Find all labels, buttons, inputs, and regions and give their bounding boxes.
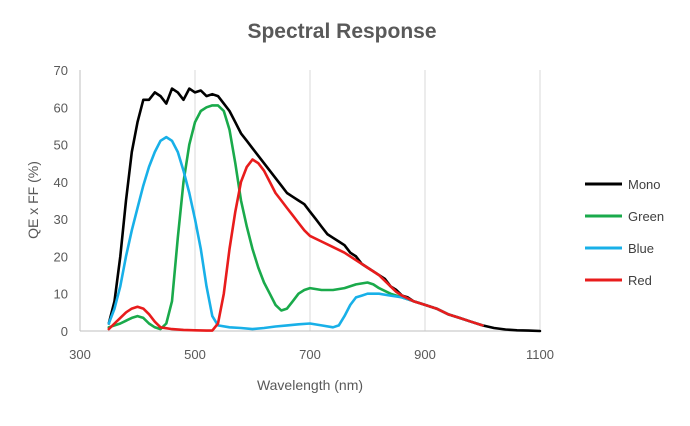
legend-label-green: Green: [628, 209, 664, 224]
x-axis-label: Wavelength (nm): [257, 377, 363, 393]
y-tick-label: 50: [54, 138, 68, 153]
y-axis-label: QE x FF (%): [25, 161, 41, 239]
x-tick-label: 900: [414, 347, 436, 362]
series-line-blue: [107, 135, 484, 331]
legend: Mono Green Blue Red: [585, 177, 664, 288]
axes: [79, 70, 540, 332]
x-tick-label: 500: [184, 347, 206, 362]
legend-label-red: Red: [628, 273, 652, 288]
legend-label-mono: Mono: [628, 177, 661, 192]
y-tick-label: 0: [61, 324, 68, 339]
y-tick-label: 70: [54, 63, 68, 78]
x-tick-label: 1100: [526, 347, 554, 362]
y-tick-label: 60: [54, 100, 68, 115]
x-tick-label: 700: [299, 347, 321, 362]
tick-labels: 0 10 20 30 40 50 60 70 300 500 700 900 1100: [54, 63, 554, 362]
series-line-red: [107, 158, 484, 332]
y-tick-label: 30: [54, 212, 68, 227]
x-tick-label: 300: [69, 347, 91, 362]
y-tick-label: 10: [54, 287, 68, 302]
y-tick-label: 20: [54, 249, 68, 264]
legend-label-blue: Blue: [628, 241, 654, 256]
series-line-green: [107, 104, 484, 331]
gridlines: [194, 70, 541, 331]
y-tick-label: 40: [54, 175, 68, 190]
series-lines: [107, 87, 542, 333]
chart-title: Spectral Response: [247, 20, 436, 43]
